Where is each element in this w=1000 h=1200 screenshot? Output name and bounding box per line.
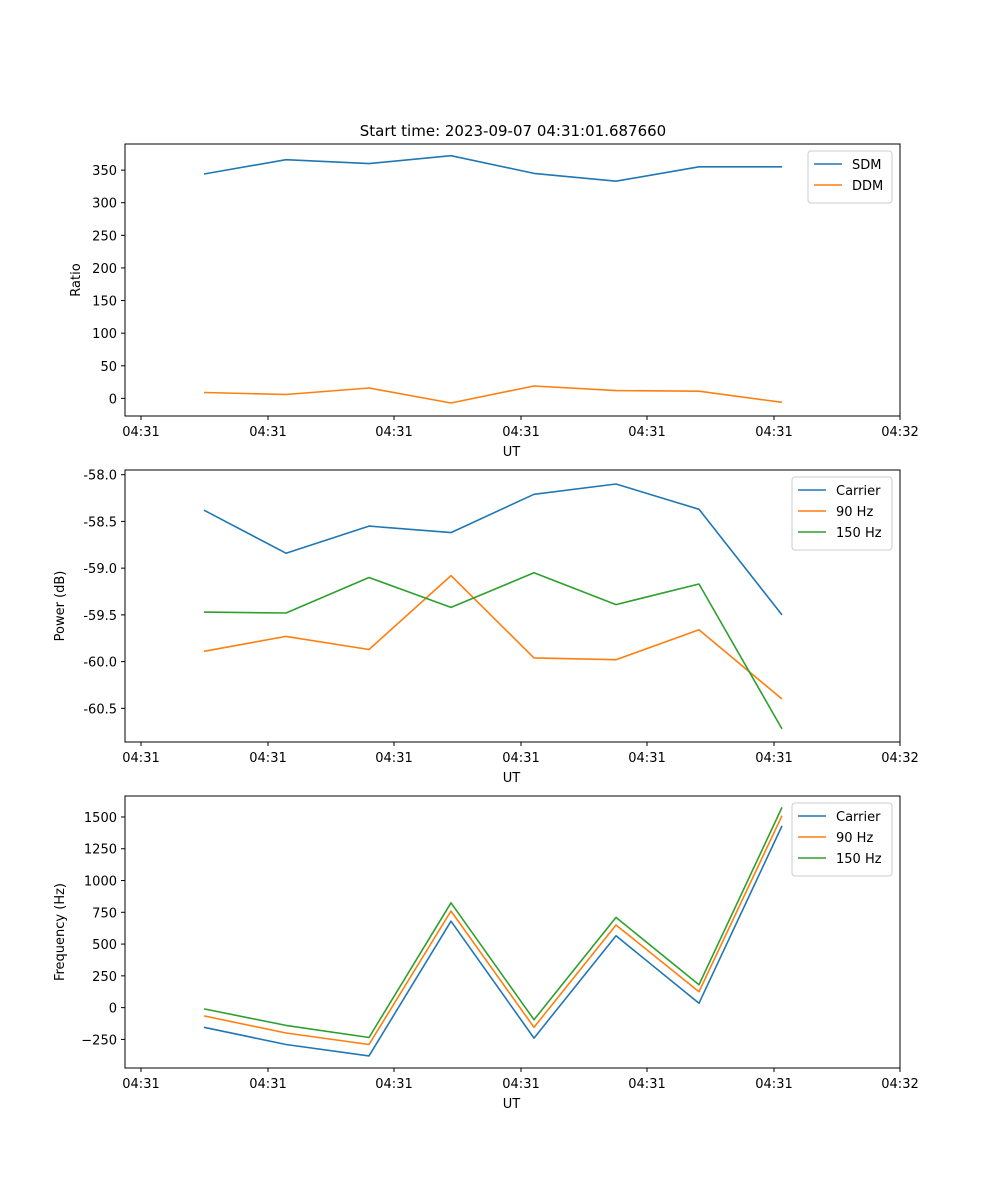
legend-label: DDM xyxy=(852,179,883,194)
x-tick-label: 04:31 xyxy=(249,751,286,766)
legend-label: 90 Hz xyxy=(836,505,873,520)
legend-label: 150 Hz xyxy=(836,526,882,541)
legend: Carrier 90 Hz 150 Hz xyxy=(791,476,893,551)
x-tick-label: 04:31 xyxy=(755,751,792,766)
x-tick-label: 04:32 xyxy=(881,425,918,440)
y-tick-label: 500 xyxy=(92,938,117,953)
x-tick-label: 04:31 xyxy=(502,1077,539,1092)
series-line-sdm xyxy=(203,154,782,182)
series-line-carrier xyxy=(203,825,783,1057)
y-tick-label: -60.5 xyxy=(83,702,117,717)
y-tick-label: 200 xyxy=(92,262,117,277)
x-tick-label: 04:31 xyxy=(249,425,286,440)
series-line-ddm xyxy=(203,385,783,404)
x-tick-label: 04:31 xyxy=(375,425,412,440)
chart-panel-3: 04:31 04:31 04:31 04:31 04:31 04:31 04:32 UT −25… xyxy=(53,795,919,1112)
legend: Carrier 90 Hz 150 Hz xyxy=(791,802,893,877)
x-tick-label: 04:31 xyxy=(122,425,159,440)
x-axis-label: UT xyxy=(503,771,521,786)
y-tick-label: 1000 xyxy=(84,875,117,890)
series-line-90-hz xyxy=(203,815,783,1046)
axes-frame xyxy=(124,143,901,417)
y-tick-label: 350 xyxy=(92,164,117,179)
y-tick-label: 1500 xyxy=(84,811,117,826)
legend-label: Carrier xyxy=(836,484,881,499)
x-tick-label: 04:32 xyxy=(881,1077,918,1092)
chart-panel-1: 04:31 04:31 04:31 04:31 04:31 04:31 04:32 UT 0 50… xyxy=(69,143,919,460)
legend-label: Carrier xyxy=(836,810,881,825)
legend-label: SDM xyxy=(852,158,881,173)
legend-label: 90 Hz xyxy=(836,831,873,846)
x-tick-label: 04:31 xyxy=(375,751,412,766)
y-tick-label: 50 xyxy=(100,360,117,375)
x-tick-label: 04:31 xyxy=(375,1077,412,1092)
y-axis-label: Frequency (Hz) xyxy=(53,883,68,981)
y-tick-label: 150 xyxy=(92,295,117,310)
chart-panel-2: 04:31 04:31 04:31 04:31 04:31 04:31 04:32 UT -58… xyxy=(53,469,919,786)
series-line-90-hz xyxy=(203,574,783,700)
figure-title: Start time: 2023-09-07 04:31:01.687660 xyxy=(360,122,666,140)
x-tick-label: 04:31 xyxy=(755,1077,792,1092)
x-tick-label: 04:31 xyxy=(502,425,539,440)
x-axis-label: UT xyxy=(503,445,521,460)
x-tick-label: 04:31 xyxy=(628,425,665,440)
x-tick-label: 04:32 xyxy=(881,751,918,766)
y-tick-label: -58.5 xyxy=(83,515,117,530)
y-tick-label: 750 xyxy=(92,906,117,921)
y-tick-label: -59.0 xyxy=(83,562,117,577)
y-axis-label: Power (dB) xyxy=(53,571,68,642)
y-tick-label: −250 xyxy=(81,1033,117,1048)
x-tick-label: 04:31 xyxy=(502,751,539,766)
y-tick-label: -59.5 xyxy=(83,609,117,624)
y-tick-label: 100 xyxy=(92,327,117,342)
x-tick-label: 04:31 xyxy=(628,751,665,766)
y-tick-label: 1250 xyxy=(84,843,117,858)
y-tick-label: 250 xyxy=(92,970,117,985)
x-tick-label: 04:31 xyxy=(628,1077,665,1092)
y-tick-label: 250 xyxy=(92,229,117,244)
y-tick-label: 0 xyxy=(109,1002,117,1017)
y-tick-label: 300 xyxy=(92,197,117,212)
x-tick-label: 04:31 xyxy=(122,1077,159,1092)
y-axis-label: Ratio xyxy=(69,263,84,296)
x-tick-label: 04:31 xyxy=(755,425,792,440)
x-axis-label: UT xyxy=(503,1097,521,1112)
x-tick-label: 04:31 xyxy=(122,751,159,766)
y-tick-label: -58.0 xyxy=(83,469,117,484)
axes-frame xyxy=(124,795,901,1069)
legend: SDM DDM xyxy=(807,150,893,204)
series-line-150-hz xyxy=(203,807,783,1039)
axes-frame xyxy=(124,469,901,743)
x-tick-label: 04:31 xyxy=(249,1077,286,1092)
legend-label: 150 Hz xyxy=(836,852,882,867)
chart-panels: 04:31 04:31 04:31 04:31 04:31 04:31 04:32 UT 0 50… xyxy=(53,143,919,1112)
series-line-carrier xyxy=(203,483,783,616)
y-tick-label: -60.0 xyxy=(83,656,117,671)
y-tick-label: 0 xyxy=(109,392,117,407)
series-line-150-hz xyxy=(203,571,783,730)
